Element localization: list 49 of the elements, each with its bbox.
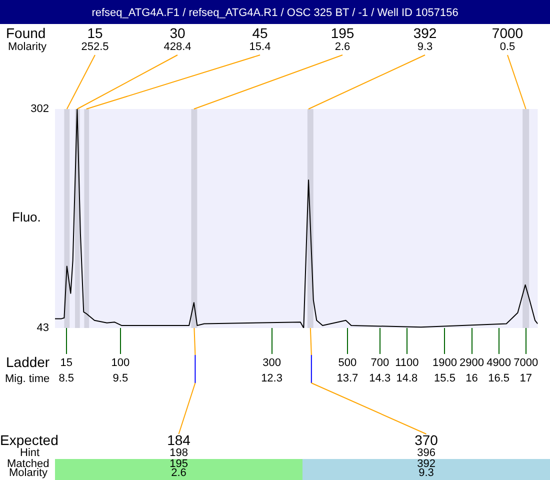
x-tick-label: 14.8 <box>396 372 418 385</box>
y-tick-label: 43 <box>36 322 49 334</box>
annotation: 15.4 <box>249 41 271 54</box>
band-label: 15 <box>87 24 103 41</box>
text: Expected <box>0 432 58 448</box>
text: 15 <box>60 357 72 370</box>
band-label: 30 <box>170 24 186 41</box>
text: 2.6 <box>171 467 186 480</box>
text: Molarity <box>9 467 48 480</box>
x-tick-label: 9.5 <box>112 372 128 385</box>
x-tick-label: 13.7 <box>336 372 358 385</box>
x-tick-label: 15.5 <box>434 372 456 385</box>
x-tick-label: 17 <box>520 372 532 385</box>
y-tick-label: 302 <box>30 103 49 116</box>
x-tick-label: 8.5 <box>58 372 74 385</box>
text: Mig. time <box>5 373 50 386</box>
annotation: 252.5 <box>81 41 109 54</box>
text: 2900 <box>460 357 484 370</box>
annotation: 0.5 <box>500 41 516 54</box>
band-label: 195 <box>330 24 354 41</box>
text: 1900 <box>432 357 457 370</box>
text: 184 <box>167 432 191 448</box>
x-tick-label: 14.3 <box>369 372 391 385</box>
annotation: 428.4 <box>164 41 192 54</box>
text: 396 <box>417 447 436 460</box>
band-label: 45 <box>252 24 268 41</box>
text: Molarity <box>8 41 48 54</box>
x-tick-label: 16 <box>466 372 478 385</box>
text: 300 <box>262 357 281 370</box>
text: Ladder <box>6 354 50 370</box>
text: 370 <box>414 432 438 448</box>
text: 500 <box>338 357 357 370</box>
y-axis-title: Fluo. <box>12 210 41 225</box>
band-label: 7000 <box>492 24 524 41</box>
text: 198 <box>170 447 188 460</box>
x-tick-label: 12.3 <box>261 372 282 385</box>
x-tick-label: 16.5 <box>488 372 510 385</box>
text: 1100 <box>395 357 419 370</box>
text: Found <box>6 24 46 41</box>
text: 100 <box>111 357 130 370</box>
text: 9.3 <box>418 467 434 480</box>
annotation: 2.6 <box>334 41 350 54</box>
text: 700 <box>370 357 390 370</box>
annotation: 9.3 <box>417 41 433 54</box>
text: 7000 <box>514 357 538 370</box>
band-label: 392 <box>413 24 437 41</box>
text: 4900 <box>486 357 512 370</box>
chart-title: refseq_ATG4A.F1 / refseq_ATG4A.R1 / OSC 325 BT / -1 / Well ID 1057156 <box>92 7 458 20</box>
text: Hint <box>20 447 40 460</box>
